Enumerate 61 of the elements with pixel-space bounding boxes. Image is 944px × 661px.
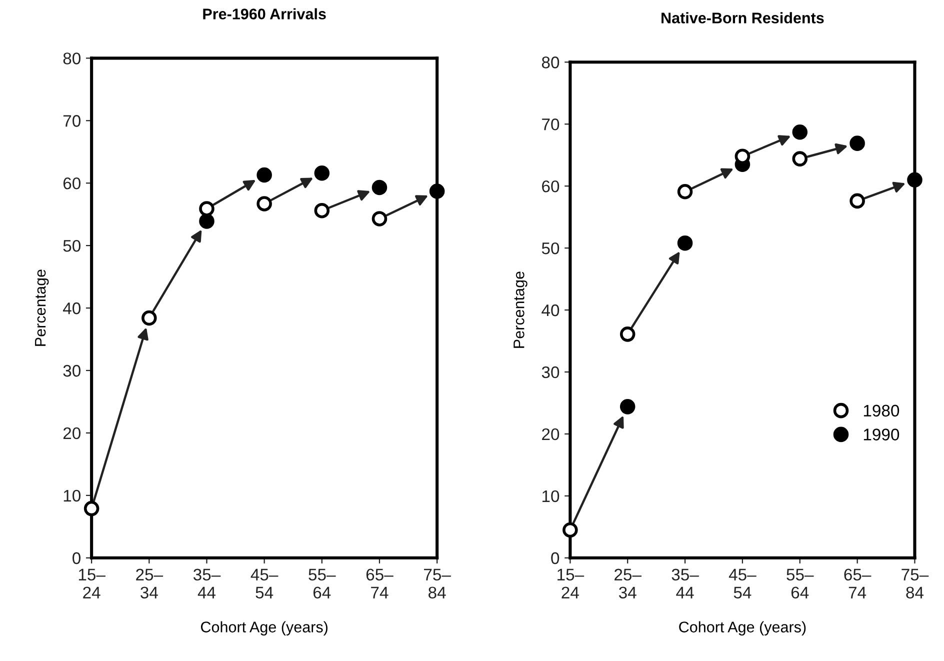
x-tick-label: 15– 24 [78, 568, 106, 598]
y-tick-label: 50 [542, 242, 560, 254]
y-tick-label: 0 [551, 552, 560, 564]
point [372, 211, 388, 226]
x-tick-label: 25– 34 [614, 568, 642, 598]
x-axis-title: Cohort Age (years) [679, 621, 806, 636]
x-tick-label: 65– 74 [366, 568, 394, 598]
point [677, 235, 693, 251]
y-tick-label: 10 [64, 490, 80, 502]
point [850, 136, 865, 151]
x-tick-label: 75– 84 [902, 568, 929, 598]
point [620, 326, 636, 342]
point [562, 522, 578, 538]
y-tick-label: 70 [63, 115, 80, 127]
y-tick-label: 30 [63, 364, 80, 377]
point [256, 167, 272, 183]
point [850, 193, 865, 209]
y-tick-label: 80 [542, 56, 560, 68]
y-axis-title: Percentage [514, 272, 528, 348]
y-tick-label: 30 [542, 366, 560, 378]
x-tick-label: 65– 74 [844, 568, 872, 598]
x-tick-label: 35– 44 [193, 568, 221, 598]
point [142, 310, 157, 326]
x-tick-label: 55– 64 [308, 568, 336, 598]
point [620, 399, 636, 414]
point [429, 184, 445, 199]
y-tick-label: 70 [542, 118, 560, 130]
y-tick-label: 40 [63, 302, 80, 314]
point [314, 165, 330, 181]
y-tick-label: 40 [542, 304, 560, 316]
x-tick-label: 45– 54 [250, 568, 278, 598]
y-tick-label: 80 [63, 52, 80, 64]
point [199, 214, 214, 229]
x-tick-label: 45– 54 [728, 568, 756, 598]
point [677, 184, 693, 200]
y-axis-title: Percentage [35, 270, 49, 346]
y-tick-label: 10 [542, 490, 560, 502]
x-tick-label: 35– 44 [672, 568, 699, 598]
legend-label: 1990 [864, 428, 900, 440]
y-tick-label: 20 [542, 428, 560, 440]
y-tick-label: 50 [63, 240, 80, 252]
y-tick-label: 60 [542, 180, 560, 192]
y-tick-label: 60 [63, 178, 80, 190]
y-tick-label: 0 [72, 552, 80, 564]
point [256, 196, 272, 212]
point [907, 172, 922, 188]
chart-title: Pre-1960 Arrivals [203, 8, 326, 20]
point [792, 124, 808, 140]
point [314, 202, 330, 218]
point [372, 180, 388, 196]
x-tick-label: 15– 24 [558, 568, 584, 598]
point [792, 151, 808, 166]
point [199, 201, 214, 216]
x-tick-label: 25– 34 [136, 568, 164, 598]
x-tick-label: 55– 64 [786, 568, 814, 598]
x-tick-label: 75– 84 [424, 568, 451, 598]
x-axis-title: Cohort Age (years) [200, 621, 328, 636]
chart-title: Native-Born Residents [662, 12, 824, 24]
point [84, 500, 100, 516]
legend-label: 1980 [864, 404, 900, 417]
y-tick-label: 20 [63, 427, 80, 440]
